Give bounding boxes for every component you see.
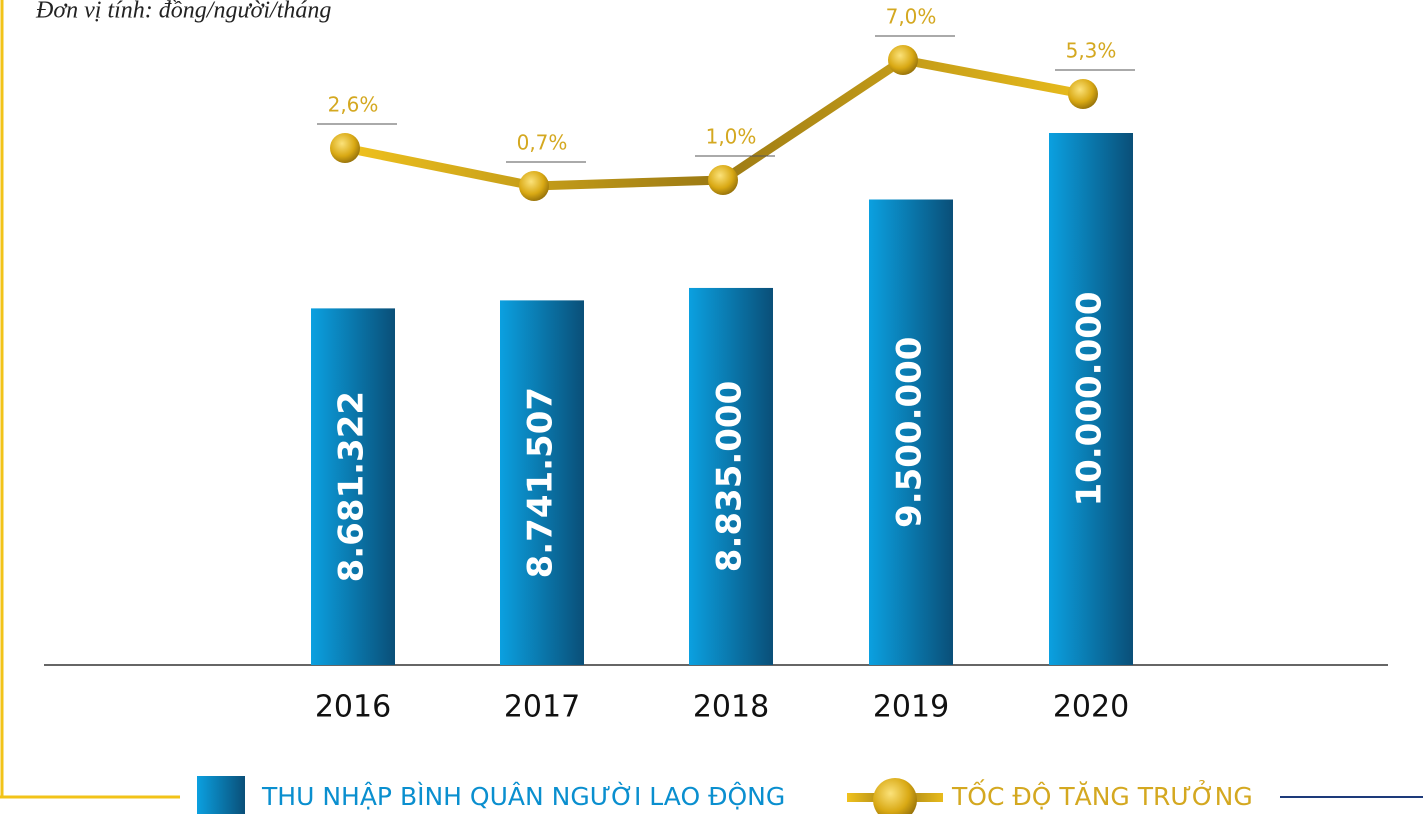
line-value-label: 7,0% (886, 5, 937, 29)
legend-swatch (873, 778, 917, 814)
bar-value-label: 9.500.000 (890, 337, 930, 528)
legend-label: TỐC ĐỘ TĂNG TRƯỞNG (951, 779, 1253, 811)
bar-value-label: 8.681.322 (332, 391, 372, 582)
line (344, 55, 1084, 191)
bar (869, 199, 953, 665)
line-marker (519, 171, 549, 201)
bar (500, 300, 584, 665)
bar-value-label: 8.835.000 (710, 381, 750, 572)
legend-swatch (197, 776, 245, 814)
x-tick-label: 2020 (1053, 690, 1129, 725)
bar (689, 287, 773, 665)
line-value-label: 5,3% (1066, 39, 1117, 63)
bar-value-label: 8.741.507 (521, 387, 561, 578)
x-tick-label: 2017 (504, 690, 580, 725)
line-marker (1068, 79, 1098, 109)
subtitle: Đơn vị tính: đồng/người/tháng (35, 0, 331, 24)
line-value-label: 1,0% (706, 125, 757, 149)
legend-label: THU NHẬP BÌNH QUÂN NGƯỜI LAO ĐỘNG (261, 781, 785, 811)
line-marker (708, 165, 738, 195)
line-value-label: 0,7% (517, 131, 568, 155)
x-tick-label: 2016 (315, 690, 391, 725)
bar (311, 308, 395, 665)
x-tick-label: 2019 (873, 690, 949, 725)
line-value-label: 2,6% (328, 93, 379, 117)
bar-value-label: 10.000.000 (1070, 291, 1110, 506)
bar (1049, 133, 1133, 665)
x-tick-label: 2018 (693, 690, 769, 725)
line-marker (330, 133, 360, 163)
line-marker (888, 45, 918, 75)
